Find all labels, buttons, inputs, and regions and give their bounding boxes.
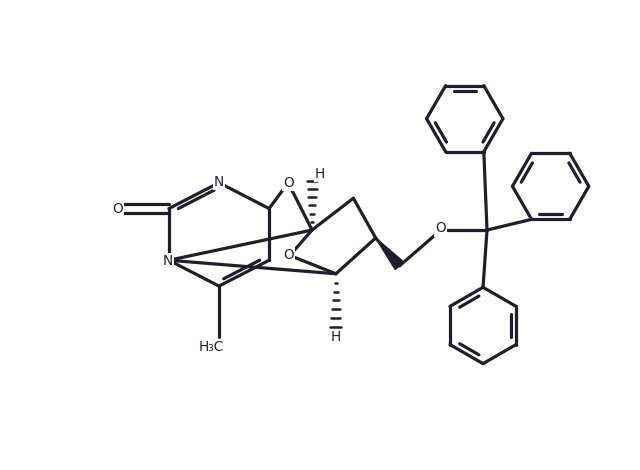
Text: O: O	[436, 221, 446, 235]
Text: O: O	[283, 249, 294, 262]
Text: O: O	[113, 202, 124, 216]
Text: N: N	[214, 175, 224, 189]
Text: O: O	[283, 176, 294, 190]
Polygon shape	[376, 238, 404, 269]
Text: H: H	[315, 167, 325, 181]
Text: H: H	[331, 330, 341, 345]
Text: N: N	[163, 254, 173, 268]
Text: H₃C: H₃C	[198, 340, 223, 354]
